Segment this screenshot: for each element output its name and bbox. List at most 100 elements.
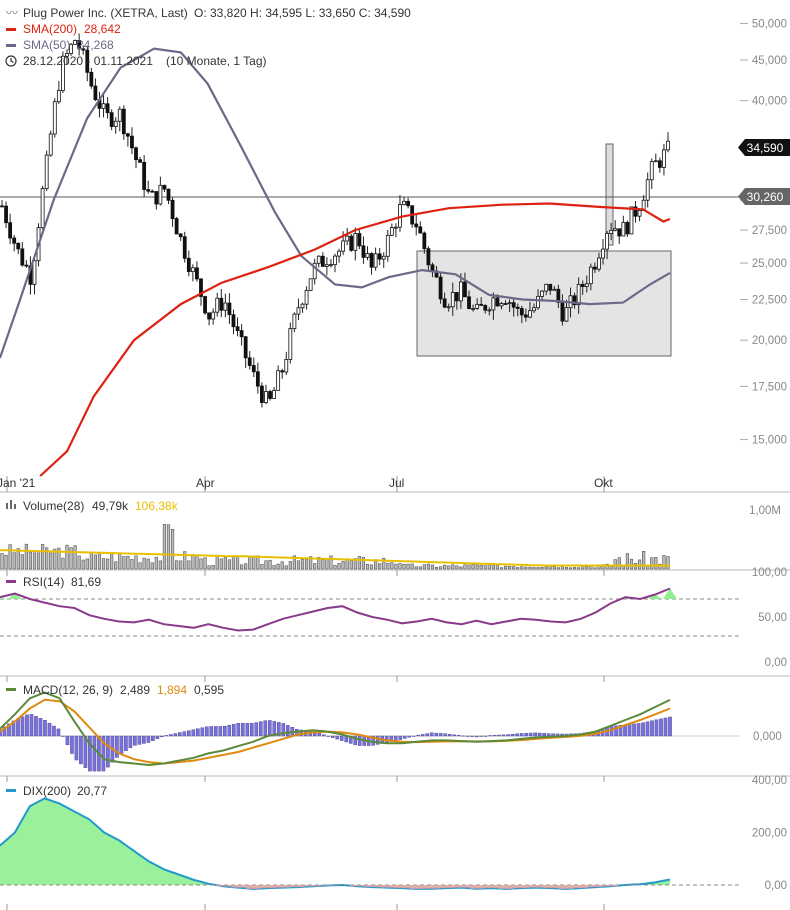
volume-bar	[402, 563, 406, 570]
svg-text:Apr: Apr	[196, 476, 215, 490]
candle-body	[528, 310, 532, 318]
candle-body	[381, 255, 386, 260]
dix-negative-area	[364, 885, 380, 888]
candle-body	[601, 248, 605, 259]
volume-bar	[260, 564, 264, 570]
rsi-axis: 100,00 50,00 0,00	[752, 567, 787, 669]
volume-bar	[426, 563, 431, 570]
macd-histogram-bar	[470, 735, 474, 737]
volume-bar	[166, 524, 171, 570]
macd-histogram-bar	[488, 735, 492, 737]
ohlc-values: O: 33,820 H: 34,595 L: 33,650 C: 34,590	[194, 6, 411, 20]
macd-histogram-bar	[133, 735, 137, 746]
candle-body	[280, 370, 285, 373]
volume-bar	[552, 566, 556, 570]
dix-negative-area	[558, 885, 574, 889]
candle-body	[430, 264, 435, 272]
volume-bar	[642, 551, 646, 570]
macd-histogram-bar	[402, 735, 407, 739]
candle-body	[385, 234, 390, 257]
candle-body	[475, 303, 480, 309]
candle-body	[89, 71, 94, 87]
volume-bar	[309, 556, 313, 570]
volume-bar	[154, 556, 158, 570]
macd-histogram-bar	[182, 731, 187, 737]
dix-negative-area	[349, 885, 365, 887]
macd-histogram-bar	[187, 730, 191, 737]
candle-body	[621, 222, 626, 237]
candle-body	[316, 255, 321, 264]
macd-histogram-bar	[429, 732, 434, 737]
macd-histogram-bar	[416, 734, 420, 737]
date-range-detail: (10 Monate, 1 Tag)	[166, 54, 267, 68]
candle-body	[69, 43, 73, 54]
candle-body	[662, 149, 666, 168]
volume-bar	[146, 558, 150, 570]
volume-bar	[179, 560, 183, 570]
volume-bar	[528, 566, 532, 570]
rsi-tick-label: 0,00	[765, 657, 787, 669]
volume-bar	[406, 563, 410, 570]
macd-histogram-bar	[339, 735, 344, 741]
volume-bar	[410, 563, 414, 570]
macd-histogram-bar	[29, 714, 34, 737]
volume-bar	[195, 555, 199, 570]
candle-body	[174, 218, 179, 235]
volume-bar	[248, 555, 252, 570]
candle-body	[231, 314, 236, 328]
candle-body	[357, 233, 362, 247]
candle-body	[597, 257, 601, 270]
macd-histogram-bar	[614, 725, 618, 737]
rsi-overbought-fill	[0, 588, 677, 599]
macd-histogram-bar	[227, 724, 232, 737]
macd-histogram-bar	[443, 733, 447, 737]
candle-body	[166, 188, 171, 201]
candle-body	[519, 308, 524, 316]
volume-bar	[532, 567, 536, 570]
volume-bar	[455, 565, 459, 570]
dix-negative-area	[573, 885, 589, 889]
price-tick-label: 20,000	[752, 335, 787, 347]
volume-bar	[45, 547, 49, 570]
macd-histogram-bar	[61, 735, 65, 737]
price-tick-label: 22,500	[752, 294, 787, 306]
macd-histogram-bar	[254, 722, 259, 737]
candle-body	[61, 55, 65, 91]
volume-bar	[629, 558, 634, 570]
volume-bar	[142, 557, 146, 570]
macd-histogram-bar	[546, 733, 551, 737]
volume-bars	[0, 524, 670, 570]
volume-bar	[235, 555, 240, 570]
volume-bar	[199, 558, 203, 570]
macd-histogram-bar	[515, 733, 519, 737]
volume-bar	[520, 566, 524, 570]
candle-body	[52, 101, 57, 135]
volume-bar	[467, 564, 471, 570]
candle-body	[312, 262, 317, 280]
macd-histogram-bar	[106, 735, 110, 768]
macd-histogram-bar	[533, 732, 537, 737]
candle-body	[649, 161, 654, 181]
candle-body	[515, 306, 520, 309]
volume-bar	[276, 563, 280, 570]
dix-negative-area	[290, 885, 306, 888]
candle-body	[134, 147, 138, 161]
candle-body	[588, 266, 593, 285]
volume-bar	[544, 566, 548, 570]
chart-header: 〰 Plug Power Inc. (XETRA, Last) O: 33,82…	[5, 6, 411, 68]
candle-body	[77, 40, 82, 50]
sma50-legend-swatch	[6, 44, 16, 47]
sma50-label: SMA(50)	[23, 38, 70, 52]
volume-bar	[394, 563, 398, 570]
volume-bar	[41, 544, 45, 570]
macd-histogram-bar	[524, 733, 528, 737]
gap-marker	[605, 143, 614, 246]
macd-histogram-bar	[618, 725, 623, 737]
macd-histogram-bar	[411, 735, 416, 737]
volume-bar	[451, 564, 455, 570]
macd-histogram-bar	[420, 734, 425, 737]
macd-histogram-bar	[281, 723, 286, 737]
sma50-value: 24,268	[77, 38, 114, 52]
volume-bar	[57, 547, 61, 570]
